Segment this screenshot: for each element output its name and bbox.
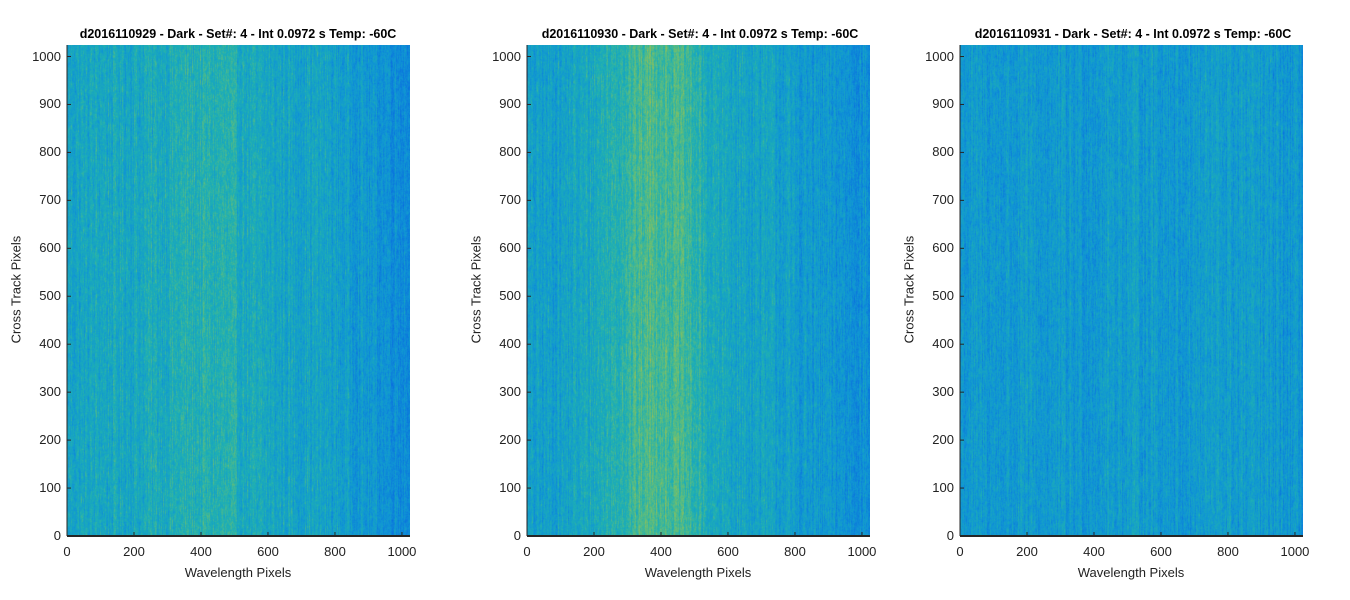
- subplot-2: d2016110930 - Dark - Set#: 4 - Int 0.097…: [460, 0, 900, 600]
- y-tick-label: 700: [932, 192, 954, 208]
- y-tick-label: 900: [39, 96, 61, 112]
- x-tick-label: 800: [1217, 544, 1239, 559]
- y-tick-label: 400: [39, 336, 61, 352]
- y-tick-label: 900: [499, 96, 521, 112]
- x-tick-label: 200: [123, 544, 145, 559]
- x-tick-label: 1000: [387, 544, 417, 559]
- x-tick-label: 400: [650, 544, 672, 559]
- y-tick-label: 300: [39, 384, 61, 400]
- x-tick-label: 200: [1016, 544, 1038, 559]
- subplot-title: d2016110931 - Dark - Set#: 4 - Int 0.097…: [974, 27, 1292, 41]
- x-tick-label: 1000: [1280, 544, 1310, 559]
- plot-area: [526, 45, 870, 537]
- y-tick-label: 100: [39, 480, 61, 496]
- heatmap-image: [67, 45, 410, 536]
- subplot-title: d2016110930 - Dark - Set#: 4 - Int 0.097…: [541, 27, 859, 41]
- y-tick-label: 100: [932, 480, 954, 496]
- x-tick-label: 800: [324, 544, 346, 559]
- heatmap-image: [527, 45, 870, 536]
- y-tick-label: 700: [39, 192, 61, 208]
- y-tick-label: 700: [499, 192, 521, 208]
- y-tick-label: 600: [932, 240, 954, 256]
- axes: [66, 45, 410, 537]
- y-tick-label: 600: [499, 240, 521, 256]
- x-tick-label: 600: [257, 544, 279, 559]
- y-tick-label: 0: [513, 528, 521, 543]
- x-tick-label: 400: [190, 544, 212, 559]
- y-tick-label: 800: [932, 144, 954, 160]
- y-tick-label: 600: [39, 240, 61, 256]
- x-tick-label: 400: [1083, 544, 1105, 559]
- y-tick-label: 1000: [32, 48, 61, 64]
- y-tick-label: 500: [39, 288, 61, 304]
- y-tick-label: 1000: [492, 48, 521, 64]
- y-tick-label: 500: [499, 288, 521, 304]
- subplot-3: d2016110931 - Dark - Set#: 4 - Int 0.097…: [893, 0, 1333, 600]
- y-tick-label: 900: [932, 96, 954, 112]
- y-tick-label: 0: [53, 528, 61, 543]
- x-tick-label: 0: [63, 544, 71, 559]
- subplot-title: d2016110929 - Dark - Set#: 4 - Int 0.097…: [79, 27, 397, 41]
- x-tick-label: 600: [717, 544, 739, 559]
- y-tick-label: 100: [499, 480, 521, 496]
- x-tick-label: 0: [956, 544, 964, 559]
- y-tick-label: 300: [499, 384, 521, 400]
- x-axis-label: Wavelength Pixels: [1077, 565, 1185, 580]
- y-tick-label: 0: [946, 528, 954, 543]
- x-tick-label: 0: [523, 544, 531, 559]
- plot-area: [959, 45, 1303, 537]
- y-tick-label: 400: [499, 336, 521, 352]
- y-tick-label: 400: [932, 336, 954, 352]
- x-tick-label: 1000: [847, 544, 877, 559]
- axes: [959, 45, 1303, 537]
- y-tick-label: 800: [39, 144, 61, 160]
- y-tick-label: 200: [499, 432, 521, 448]
- x-axis-label: Wavelength Pixels: [184, 565, 292, 580]
- y-tick-label: 500: [932, 288, 954, 304]
- y-tick-label: 300: [932, 384, 954, 400]
- y-tick-label: 1000: [925, 48, 954, 64]
- x-tick-label: 600: [1150, 544, 1172, 559]
- y-tick-label: 800: [499, 144, 521, 160]
- y-tick-label: 200: [932, 432, 954, 448]
- subplot-1: d2016110929 - Dark - Set#: 4 - Int 0.097…: [0, 0, 440, 600]
- x-tick-label: 800: [784, 544, 806, 559]
- heatmap-image: [960, 45, 1303, 536]
- plot-area: [66, 45, 410, 537]
- x-axis-label: Wavelength Pixels: [644, 565, 752, 580]
- axes: [526, 45, 870, 537]
- y-tick-label: 200: [39, 432, 61, 448]
- x-tick-label: 200: [583, 544, 605, 559]
